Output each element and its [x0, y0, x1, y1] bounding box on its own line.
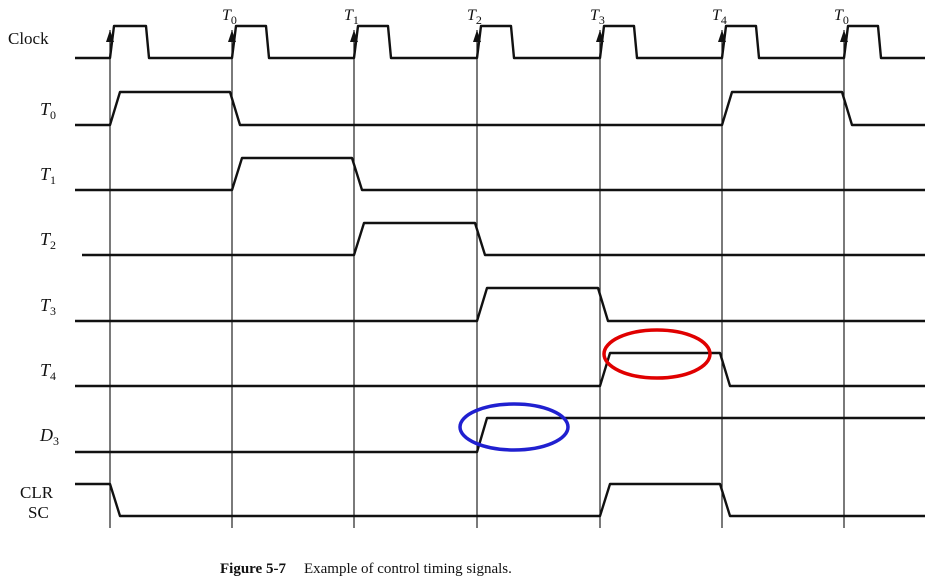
figure-caption: Figure 5-7 Example of control timing sign…: [220, 561, 512, 577]
clock-edge-guides: [110, 30, 844, 528]
label-t3: T3: [40, 295, 56, 318]
label-clr: CLR: [20, 483, 54, 502]
wave-t1: [75, 158, 925, 190]
edge-label-t1: T1: [344, 7, 359, 27]
label-d3: D3: [39, 425, 59, 448]
signal-labels: Clock T0 T1 T2 T3 T4 D3 CLR SC: [8, 29, 59, 522]
wave-t2: [82, 223, 925, 255]
edge-label-t2: T2: [467, 7, 482, 27]
label-t1: T1: [40, 164, 56, 187]
wave-t0: [75, 92, 925, 125]
label-t0: T0: [40, 99, 56, 122]
waveforms: [75, 26, 925, 516]
edge-label-t3: T3: [590, 7, 605, 27]
d3-highlight: [460, 404, 568, 450]
wave-t4: [75, 353, 925, 386]
edge-labels: T0 T1 T2 T3 T4 T0: [222, 7, 849, 27]
label-t2: T2: [40, 229, 56, 252]
wave-clr-sc: [75, 484, 925, 516]
wave-clock: [75, 26, 925, 58]
label-t4: T4: [40, 360, 56, 383]
edge-label-t0-repeat: T0: [834, 7, 849, 27]
edge-label-t4: T4: [712, 7, 727, 27]
label-clock: Clock: [8, 29, 49, 48]
label-sc: SC: [28, 503, 49, 522]
wave-t3: [75, 288, 925, 321]
edge-label-t0: T0: [222, 7, 237, 27]
clock-edge-arrows: [106, 30, 848, 42]
wave-d3: [75, 418, 925, 452]
